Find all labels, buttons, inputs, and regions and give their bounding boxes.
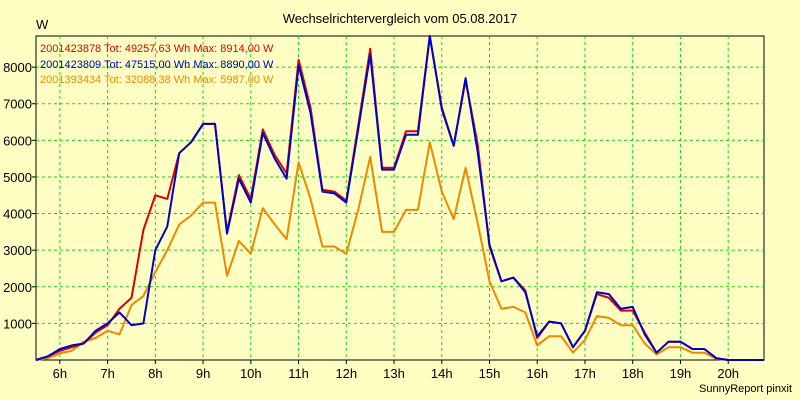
- x-tick-label: 7h: [100, 366, 114, 381]
- legend-entry-series-2: 2001423809 Tot: 47515,00 Wh Max: 8890,00…: [40, 58, 274, 71]
- y-tick-label: 8000: [3, 60, 32, 75]
- legend-entry-series-3: 2001393434 Tot: 32088,38 Wh Max: 5987,00…: [40, 74, 274, 86]
- x-tick-label: 14h: [431, 366, 453, 381]
- x-tick-label: 20h: [717, 366, 739, 381]
- grid: [36, 36, 764, 360]
- legend-entry-series-1: 2001423878 Tot: 49257,63 Wh Max: 8914,00…: [40, 43, 274, 55]
- x-tick-label: 16h: [526, 366, 548, 381]
- axis-ticks: 6h 7h 8h 9h 10h 11h 12h 13h 14h 15h 16h 17h 18h 19h 20…: [3, 60, 739, 381]
- series-line-3: [35, 141, 764, 361]
- x-tick-label: 8h: [148, 366, 162, 381]
- y-tick-label: 1000: [3, 316, 32, 331]
- x-tick-label: 9h: [196, 366, 210, 381]
- x-tick-label: 17h: [574, 366, 596, 381]
- legend: 2001423878 Tot: 49257,63 Wh Max: 8914,00…: [40, 42, 273, 89]
- y-tick-label: 3000: [3, 243, 32, 258]
- y-axis-unit: W: [36, 17, 49, 32]
- x-tick-label: 6h: [53, 366, 67, 381]
- x-tick-label: 18h: [622, 366, 644, 381]
- x-tick-label: 11h: [288, 366, 309, 381]
- y-tick-label: 5000: [3, 170, 32, 185]
- series-line-2: [35, 35, 764, 361]
- footer-credit: SunnyReport pinxit: [699, 383, 792, 395]
- x-tick-label: 10h: [240, 366, 262, 381]
- y-tick-label: 7000: [3, 97, 32, 112]
- x-tick-label: 19h: [670, 366, 692, 381]
- chart-title: Wechselrichtervergleich vom 05.08.2017: [282, 11, 518, 26]
- y-tick-label: 2000: [3, 280, 32, 295]
- plot-area: [35, 35, 765, 361]
- x-tick-label: 13h: [383, 366, 405, 381]
- y-tick-label: 4000: [3, 207, 32, 222]
- series-lines: [35, 35, 764, 361]
- x-tick-label: 15h: [479, 366, 501, 381]
- x-tick-label: 12h: [335, 366, 357, 381]
- y-tick-label: 6000: [3, 133, 32, 148]
